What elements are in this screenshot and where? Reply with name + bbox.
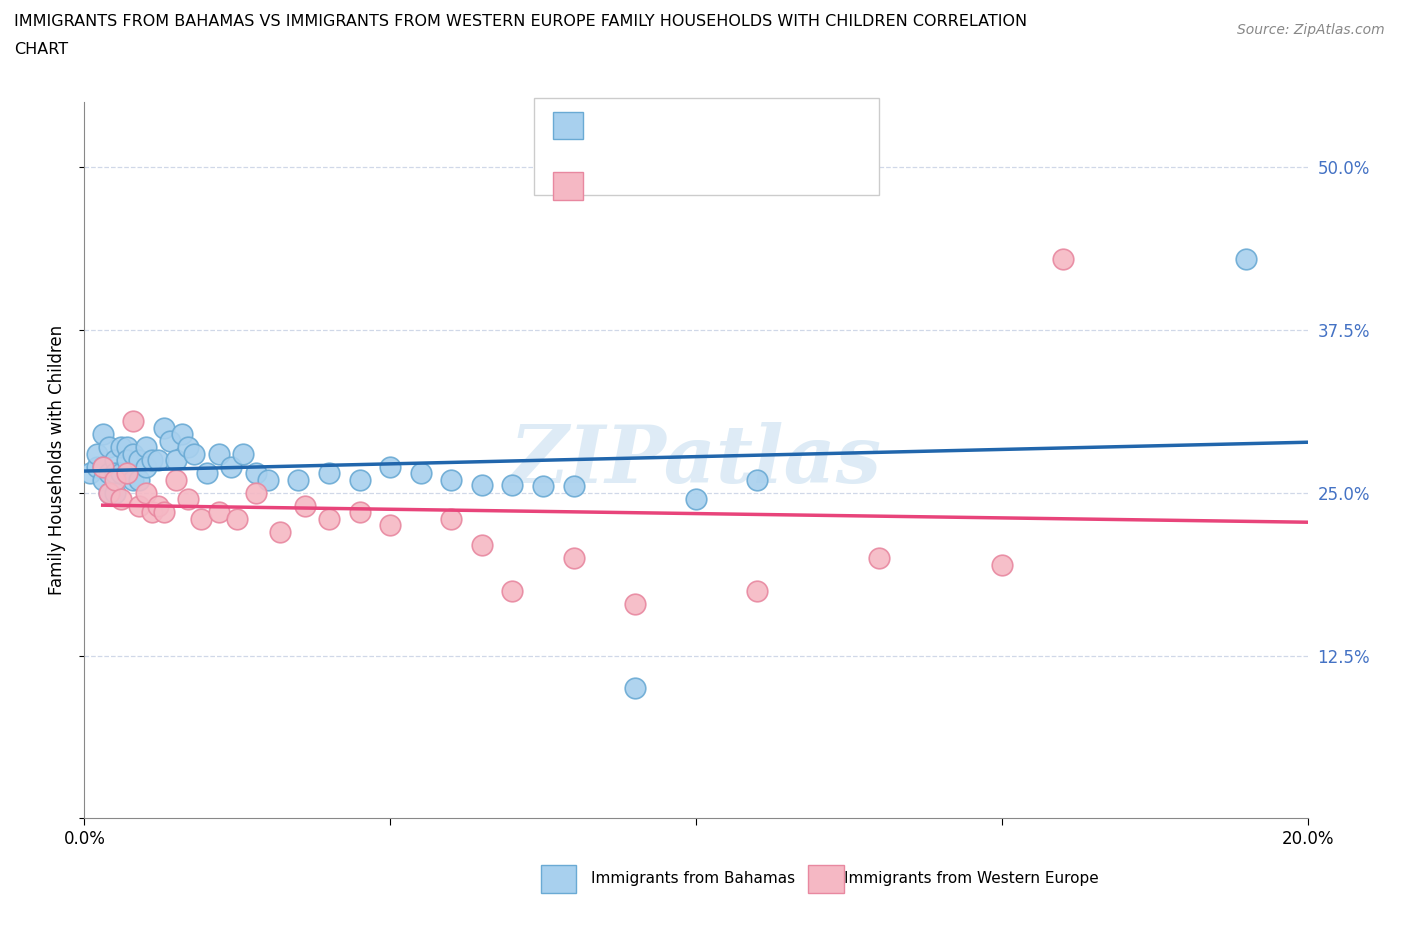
Point	[349, 472, 371, 487]
Point	[747, 472, 769, 487]
Point	[104, 466, 127, 481]
Point	[269, 525, 291, 539]
Point	[159, 433, 181, 448]
Point	[97, 466, 120, 481]
Point	[562, 551, 585, 565]
Point	[91, 472, 114, 487]
Point	[562, 479, 585, 494]
Point	[349, 505, 371, 520]
Point	[287, 472, 309, 487]
Point	[245, 466, 267, 481]
Point	[177, 492, 200, 507]
Point	[318, 512, 340, 526]
Y-axis label: Family Households with Children: Family Households with Children	[48, 326, 66, 595]
Point	[110, 492, 132, 507]
Text: ZIPatlas: ZIPatlas	[510, 421, 882, 499]
Point	[79, 466, 101, 481]
Point	[128, 453, 150, 468]
Point	[409, 466, 432, 481]
Point	[104, 453, 127, 468]
Point	[471, 538, 494, 552]
Point	[226, 512, 249, 526]
Text: R = -0.124   N = 31: R = -0.124 N = 31	[592, 175, 749, 190]
Point	[128, 472, 150, 487]
Text: Immigrants from Bahamas: Immigrants from Bahamas	[591, 871, 794, 886]
Point	[257, 472, 280, 487]
Point	[146, 453, 169, 468]
Point	[232, 446, 254, 461]
Point	[97, 440, 120, 455]
Point	[440, 472, 463, 487]
Point	[146, 498, 169, 513]
Point	[135, 485, 157, 500]
Point	[91, 427, 114, 442]
Point	[380, 518, 402, 533]
Point	[165, 453, 187, 468]
Point	[502, 583, 524, 598]
Point	[747, 583, 769, 598]
Point	[122, 472, 145, 487]
Point	[177, 440, 200, 455]
Point	[294, 498, 316, 513]
Point	[115, 466, 138, 481]
Point	[1052, 251, 1074, 266]
Text: CHART: CHART	[14, 42, 67, 57]
Point	[86, 446, 108, 461]
Point	[135, 459, 157, 474]
Point	[471, 478, 494, 493]
Point	[115, 466, 138, 481]
Point	[128, 498, 150, 513]
Point	[153, 420, 176, 435]
Text: Source: ZipAtlas.com: Source: ZipAtlas.com	[1237, 23, 1385, 37]
Point	[122, 414, 145, 429]
Text: R = -0.039   N = 51: R = -0.039 N = 51	[592, 114, 749, 129]
Point	[440, 512, 463, 526]
Point	[208, 446, 231, 461]
Point	[165, 472, 187, 487]
Point	[190, 512, 212, 526]
Point	[141, 505, 163, 520]
Point	[97, 485, 120, 500]
Point	[991, 557, 1014, 572]
Point	[110, 440, 132, 455]
Point	[172, 427, 194, 442]
Point	[624, 681, 647, 696]
Point	[135, 440, 157, 455]
Point	[318, 466, 340, 481]
Text: IMMIGRANTS FROM BAHAMAS VS IMMIGRANTS FROM WESTERN EUROPE FAMILY HOUSEHOLDS WITH: IMMIGRANTS FROM BAHAMAS VS IMMIGRANTS FR…	[14, 14, 1028, 29]
Point	[115, 453, 138, 468]
Point	[208, 505, 231, 520]
Point	[531, 479, 554, 494]
Point	[1236, 251, 1258, 266]
Point	[97, 485, 120, 500]
Point	[91, 459, 114, 474]
Point	[91, 459, 114, 474]
Point	[869, 551, 891, 565]
Point	[141, 453, 163, 468]
Point	[110, 466, 132, 481]
Point	[219, 459, 242, 474]
Point	[115, 440, 138, 455]
Point	[502, 478, 524, 493]
Point	[195, 466, 218, 481]
Point	[183, 446, 205, 461]
Point	[624, 596, 647, 611]
Point	[104, 472, 127, 487]
Point	[380, 459, 402, 474]
Point	[104, 485, 127, 500]
Text: Immigrants from Western Europe: Immigrants from Western Europe	[844, 871, 1098, 886]
Point	[685, 492, 707, 507]
Point	[86, 459, 108, 474]
Point	[122, 446, 145, 461]
Point	[153, 505, 176, 520]
Point	[245, 485, 267, 500]
